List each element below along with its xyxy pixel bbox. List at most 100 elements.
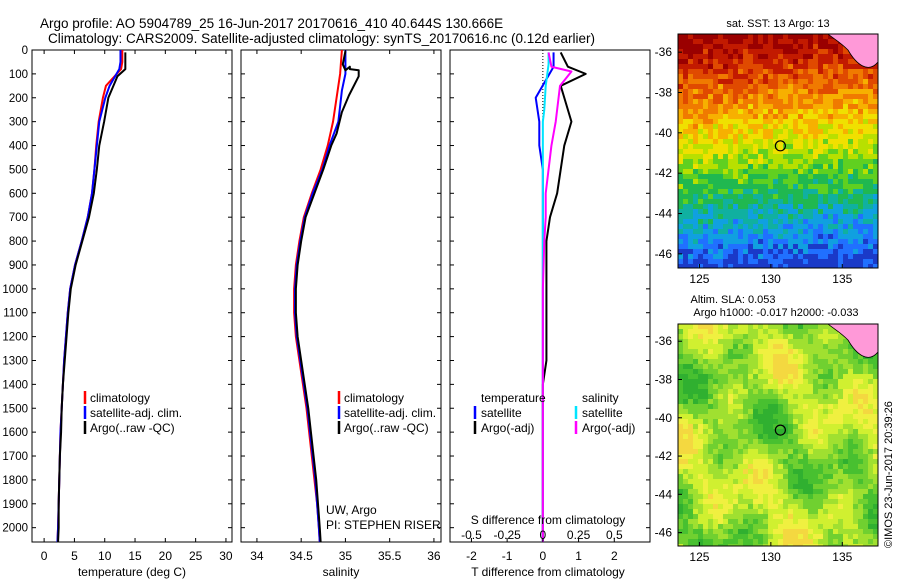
sst-map-cell [818, 69, 824, 75]
sla-map-cell [793, 509, 799, 515]
sst-map-cell [798, 264, 804, 268]
sla-map-cell [868, 419, 874, 425]
sst-map-cell [823, 254, 829, 260]
sst-map-cell [743, 264, 749, 268]
sst-map-cell [863, 234, 869, 240]
sst-map-cell [858, 69, 864, 75]
sst-map-cell [808, 209, 814, 215]
sst-map-cell [733, 169, 739, 175]
sst-map-cell [768, 259, 774, 265]
sst-map-cell [688, 129, 694, 135]
sst-map-cell [848, 94, 854, 100]
sla-map-cell [783, 519, 789, 525]
sst-map-cell [873, 84, 878, 90]
sst-map-cell [713, 179, 719, 185]
sst-map-cell [793, 224, 799, 230]
sst-map-cell [723, 259, 729, 265]
sla-map-cell [748, 364, 754, 370]
sst-map-cell [763, 34, 769, 40]
sst-map-cell [683, 139, 689, 145]
sla-map-cell [773, 329, 779, 335]
sla-map-cell [823, 489, 829, 495]
sst-map-cell [843, 99, 849, 105]
sla-map-cell [723, 544, 729, 546]
sla-map-cell [803, 399, 809, 405]
sst-map-cell [863, 214, 869, 220]
sst-map-cell [723, 244, 729, 250]
sla-map-cell [838, 374, 844, 380]
sst-map-cell [778, 114, 784, 120]
sst-map-cell [848, 74, 854, 80]
sla-map-cell [773, 544, 779, 546]
sla-map-cell [678, 364, 684, 370]
sla-map-cell [853, 494, 859, 500]
sst-map-cell [738, 44, 744, 50]
sla-map-cell [813, 354, 819, 360]
sla-map-cell [713, 384, 719, 390]
sla-map-cell [838, 469, 844, 475]
sst-map-cell [823, 139, 829, 145]
sst-map-cell [758, 159, 764, 165]
sla-map-cell [833, 334, 839, 340]
sst-map-cell [783, 179, 789, 185]
sst-map-cell [768, 144, 774, 150]
sst-map-cell [788, 184, 794, 190]
sst-map-cell [793, 64, 799, 70]
sst-map-cell [748, 54, 754, 60]
sla-map-cell [688, 509, 694, 515]
sst-map-cell [703, 144, 709, 150]
sst-map-cell [708, 214, 714, 220]
sla-map-cell [708, 484, 714, 490]
sst-map-cell [753, 204, 759, 210]
sla-map-cell [758, 444, 764, 450]
sla-map-cell [758, 374, 764, 380]
sla-map-cell [718, 484, 724, 490]
sla-map-cell [698, 434, 704, 440]
sst-map-cell [778, 194, 784, 200]
sst-map-cell [748, 74, 754, 80]
sst-map-cell [713, 139, 719, 145]
sst-map-cell [683, 34, 689, 40]
sst-map-cell [723, 109, 729, 115]
sst-map-cell [803, 84, 809, 90]
sst-map-cell [823, 54, 829, 60]
sla-map-cell [808, 479, 814, 485]
sla-map-cell [718, 379, 724, 385]
sla-map-cell [828, 369, 834, 375]
sla-map-cell [688, 324, 694, 330]
sst-map-cell [738, 79, 744, 85]
sst-map-cell [853, 134, 859, 140]
sla-map-cell [848, 344, 854, 350]
sst-map-cell [798, 129, 804, 135]
sst-map-cell [783, 194, 789, 200]
sst-map-cell [803, 119, 809, 125]
sla-map-cell [868, 429, 874, 435]
sst-map-cell [868, 199, 874, 205]
sst-map-cell [873, 264, 878, 268]
sst-map-cell [728, 89, 734, 95]
sla-map-cell [678, 474, 684, 480]
sla-map-cell [813, 344, 819, 350]
sla-map-cell [843, 349, 849, 355]
sst-map-cell [703, 234, 709, 240]
sla-map-cell [798, 329, 804, 335]
sla-map-cell [743, 389, 749, 395]
sla-map-cell [848, 384, 854, 390]
sla-map-cell [683, 454, 689, 460]
sla-map-cell [718, 364, 724, 370]
sst-map-cell [768, 54, 774, 60]
sst-map-cell [728, 259, 734, 265]
sst-map-cell [873, 94, 878, 100]
sst-map-cell [753, 259, 759, 265]
sst-map-cell [848, 209, 854, 215]
sla-map-cell [838, 444, 844, 450]
sla-map-cell [858, 509, 864, 515]
sla-map-cell [853, 369, 859, 375]
sst-map-cell [753, 84, 759, 90]
sst-map-cell [783, 99, 789, 105]
sst-map-cell [853, 79, 859, 85]
sla-map-cell [698, 439, 704, 445]
sst-map-cell [738, 119, 744, 125]
sla-map-cell [833, 489, 839, 495]
sla-map-cell [688, 544, 694, 546]
